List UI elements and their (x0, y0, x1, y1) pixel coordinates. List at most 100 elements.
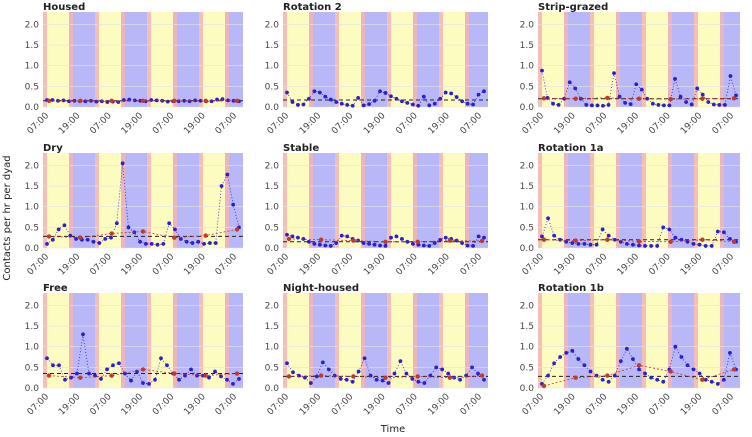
fitted-point (415, 239, 420, 245)
observed-point (207, 375, 211, 380)
day-band (199, 293, 225, 388)
observed-point (87, 371, 91, 376)
transition-band (335, 293, 339, 388)
observed-point (540, 234, 544, 239)
observed-point (367, 102, 371, 107)
fitted-point (140, 98, 146, 104)
observed-point (643, 371, 647, 376)
fitted-point (46, 98, 52, 104)
observed-point (400, 237, 404, 241)
observed-point (728, 74, 733, 78)
x-tick-label: 07:00 (521, 111, 547, 137)
observed-point (482, 235, 486, 240)
observed-point (476, 371, 480, 376)
x-tick-label: 07:00 (266, 392, 292, 418)
x-tick-label: 19:00 (182, 252, 208, 278)
observed-point (679, 355, 684, 359)
transition-band (538, 293, 542, 388)
day-band (590, 153, 616, 248)
observed-point (564, 350, 569, 355)
day-band (642, 12, 668, 107)
fitted-point (479, 238, 485, 244)
observed-point (213, 241, 218, 245)
night-band (668, 153, 694, 248)
night-band (616, 293, 642, 388)
observed-point (328, 97, 333, 102)
y-tick-label: 0.0 (265, 244, 280, 254)
transition-band (173, 153, 177, 248)
observed-point (721, 230, 726, 235)
fitted-point (286, 374, 292, 379)
observed-point (345, 234, 350, 239)
x-tick-label: 07:00 (88, 252, 114, 278)
observed-point (589, 103, 594, 108)
y-tick-label: 2.0 (520, 301, 535, 311)
transition-band (225, 153, 229, 248)
observed-point (231, 202, 236, 207)
x-tick-label: 19:00 (427, 111, 453, 137)
x-tick-label: 07:00 (584, 252, 610, 278)
observed-point (350, 103, 355, 108)
observed-point (667, 103, 672, 108)
observed-point (226, 98, 230, 103)
day-band (95, 153, 121, 248)
observed-point (306, 96, 311, 101)
observed-point (153, 377, 157, 382)
observed-point (103, 237, 108, 241)
observed-point (386, 381, 391, 385)
fitted-point (78, 235, 83, 240)
fitted-point (351, 238, 356, 243)
fitted-point (109, 373, 114, 378)
observed-point (195, 373, 199, 378)
transition-band (283, 293, 287, 388)
observed-line (46, 334, 240, 385)
day-band (439, 153, 465, 248)
x-tick-label: 07:00 (151, 252, 177, 278)
observed-point (421, 243, 426, 248)
fitted-point (447, 375, 453, 380)
day-band (147, 293, 173, 388)
observed-point (167, 221, 172, 226)
observed-point (573, 86, 578, 91)
y-tick-label: 0.0 (265, 384, 280, 394)
observed-point (394, 234, 399, 239)
observed-point (126, 225, 131, 230)
fitted-point (172, 371, 177, 376)
observed-point (62, 223, 67, 228)
day-band (335, 293, 361, 388)
observed-point (389, 235, 393, 240)
observed-point (317, 90, 322, 95)
day-band (43, 12, 69, 107)
observed-point (617, 94, 622, 99)
observed-point (394, 96, 399, 101)
observed-point (178, 237, 183, 241)
transition-band (95, 12, 99, 107)
observed-point (312, 89, 317, 94)
observed-point (715, 381, 720, 386)
observed-point (99, 377, 103, 381)
observed-point (378, 243, 382, 248)
y-tick-label: 0.0 (25, 103, 40, 113)
transition-band (69, 153, 73, 248)
transition-band (309, 153, 313, 248)
observed-point (69, 375, 73, 380)
transition-band (439, 293, 443, 388)
observed-point (470, 365, 474, 370)
y-tick-label: 1.0 (25, 203, 40, 213)
observed-point (231, 381, 235, 386)
y-tick-label: 0.5 (520, 223, 534, 233)
transition-band (309, 12, 313, 107)
y-axis-label: Contacts per hr per dyad (2, 155, 13, 280)
y-tick-label: 0.5 (25, 82, 39, 92)
panel-title: Rotation 2 (283, 2, 342, 13)
observed-point (147, 381, 151, 386)
observed-point (314, 374, 319, 379)
observed-point (711, 102, 716, 107)
observed-point (422, 381, 427, 385)
observed-point (432, 241, 437, 245)
x-tick-label: 19:00 (552, 252, 578, 278)
observed-point (187, 99, 192, 104)
observed-point (165, 363, 169, 368)
observed-point (296, 103, 300, 107)
